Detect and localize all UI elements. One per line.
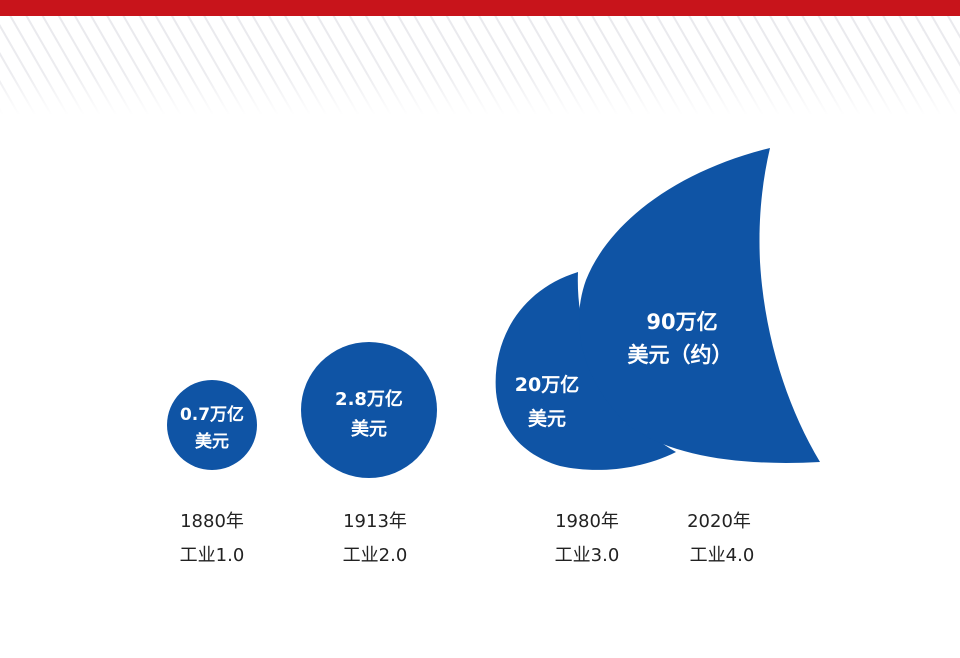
stage-2020: 90万亿 美元（约） 2020年 工业4.0 [579, 148, 820, 566]
value-line2-1880: 美元 [195, 431, 229, 452]
value-sail-2020 [579, 148, 820, 463]
stage-1913: 2.8万亿 美元 1913年 工业2.0 [301, 342, 437, 566]
value-line1-1913: 2.8万亿 [335, 388, 403, 410]
era-industry-1: 工业1.0 [180, 545, 245, 566]
header-stripes-fade [0, 0, 960, 115]
value-line1-2020: 90万亿 [646, 310, 717, 334]
header-bar [0, 0, 960, 16]
era-industry-3: 工业3.0 [555, 545, 620, 566]
year-1880: 1880年 [180, 511, 244, 532]
value-bubble-1913 [301, 342, 437, 478]
era-industry-2: 工业2.0 [343, 545, 408, 566]
year-1913: 1913年 [343, 511, 407, 532]
value-line2-1980: 美元 [528, 407, 566, 430]
value-line2-2020: 美元（约） [628, 343, 733, 367]
value-line1-1980: 20万亿 [515, 373, 579, 396]
year-1980: 1980年 [555, 511, 619, 532]
value-line2-1913: 美元 [351, 418, 387, 440]
value-bubble-1880 [167, 380, 257, 470]
era-industry-4: 工业4.0 [690, 545, 755, 566]
year-2020: 2020年 [687, 511, 751, 532]
value-line1-1880: 0.7万亿 [180, 404, 244, 425]
stage-1880: 0.7万亿 美元 1880年 工业1.0 [167, 380, 257, 566]
